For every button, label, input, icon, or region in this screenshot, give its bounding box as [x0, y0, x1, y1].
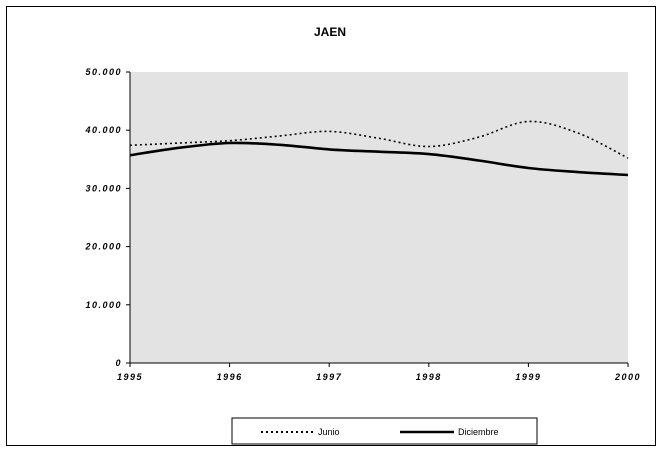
chart-title: JAEN [314, 25, 346, 39]
x-tick-label: 1995 [117, 372, 143, 382]
y-tick-label: 20.000 [84, 242, 122, 252]
x-tick-label: 2000 [614, 372, 641, 382]
x-tick-label: 1998 [416, 372, 442, 382]
y-tick-label: 10.000 [85, 300, 122, 310]
y-tick-label: 30.000 [85, 183, 122, 193]
x-tick-label: 1999 [515, 372, 541, 382]
y-tick-label: 40.000 [84, 125, 122, 135]
series-line-junio [129, 120, 629, 159]
legend-label-diciembre: Diciembre [458, 427, 499, 437]
axes: 0 10.000 20.000 30.000 40.000 50.000 1995 1996 1… [84, 67, 641, 382]
y-tick-label: 0 [115, 358, 122, 368]
y-tick-label: 50.000 [85, 67, 122, 77]
x-tick-label: 1996 [217, 372, 243, 382]
series-line-diciembre [129, 141, 629, 177]
series-layer [129, 120, 629, 177]
plot-area [130, 72, 628, 363]
x-tick-label: 1997 [316, 372, 342, 382]
legend: Junio Diciembre [231, 417, 538, 445]
legend-label-junio: Junio [318, 427, 340, 437]
